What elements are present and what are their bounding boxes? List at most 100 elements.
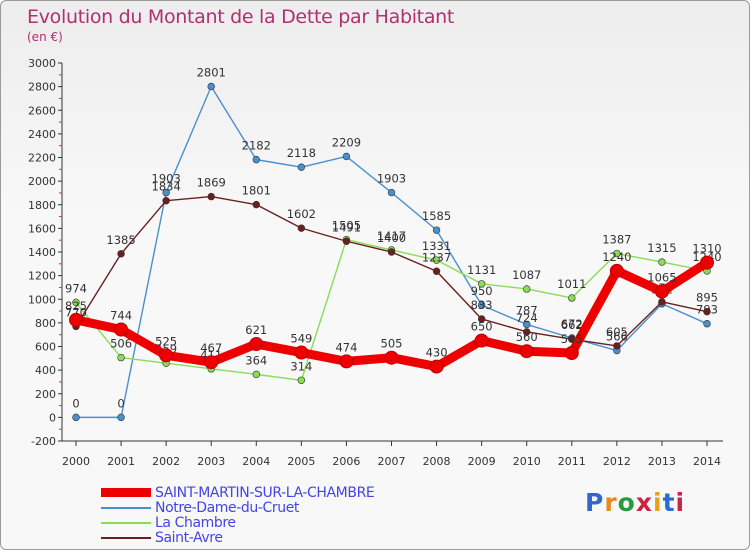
data-point [432, 267, 441, 275]
data-point [609, 263, 624, 278]
data-point [658, 298, 666, 306]
data-label: 1131 [467, 263, 496, 277]
chart-legend: SAINT-MARTIN-SUR-LA-CHAMBRE Notre-Dame-du… [101, 484, 375, 546]
legend-label: Saint-Avre [155, 529, 223, 546]
data-point [523, 285, 531, 293]
data-point [432, 256, 441, 264]
x-tick-label: 2010 [513, 455, 541, 468]
data-point [387, 248, 396, 256]
data-label: 1491 [332, 220, 361, 234]
data-label: 549 [290, 332, 312, 346]
data-point [700, 255, 714, 270]
data-point [207, 192, 215, 201]
data-point [159, 348, 174, 363]
data-point [294, 345, 309, 360]
data-label: 314 [290, 359, 312, 373]
proxiti-logo: Proxiti [585, 488, 685, 517]
data-point [703, 320, 711, 328]
data-label: 621 [245, 323, 267, 337]
data-label: 1505 [332, 219, 361, 233]
data-label: 1602 [287, 207, 316, 221]
data-point [297, 163, 306, 171]
data-label: 2801 [197, 66, 226, 80]
data-point [568, 294, 576, 302]
y-tick-label: 2800 [28, 81, 56, 94]
y-tick-label: -200 [31, 435, 56, 448]
data-label: 1400 [377, 231, 406, 245]
data-label: 1065 [647, 271, 676, 285]
data-label: 506 [110, 337, 132, 351]
y-tick-label: 3000 [28, 57, 56, 70]
data-point [519, 344, 534, 359]
data-label: 364 [245, 353, 267, 367]
y-tick-label: 1200 [28, 270, 56, 283]
data-label: 2118 [287, 146, 316, 160]
data-point [162, 197, 170, 205]
legend-label: La Chambre [155, 514, 236, 531]
x-tick-label: 2014 [693, 455, 721, 468]
data-label: 974 [65, 281, 87, 295]
data-label: 787 [516, 303, 538, 317]
legend-swatch [101, 506, 151, 509]
y-tick-label: 2400 [28, 128, 56, 141]
data-label: 525 [155, 334, 177, 348]
data-label: 2209 [332, 135, 361, 149]
data-label: 744 [110, 308, 132, 322]
logo-letter: t [662, 488, 676, 517]
data-point [252, 370, 260, 379]
data-point [117, 353, 125, 362]
legend-swatch [101, 488, 151, 497]
data-label: 467 [200, 341, 222, 355]
x-tick-label: 2005 [287, 455, 315, 468]
data-label: 724 [516, 311, 538, 325]
data-label: 950 [471, 284, 493, 298]
data-label: 1011 [557, 277, 586, 291]
legend-swatch [101, 536, 151, 539]
data-point [297, 224, 306, 232]
data-label: 430 [426, 346, 448, 360]
logo-letter: i [653, 488, 663, 517]
chart-title: Evolution du Montant de la Dette par Hab… [27, 6, 455, 28]
y-tick-label: 2200 [28, 152, 56, 165]
data-label: 833 [471, 298, 493, 312]
logo-letter: P [585, 488, 605, 517]
data-point [564, 345, 579, 360]
x-tick-label: 2011 [558, 455, 586, 468]
data-label: 1903 [152, 172, 181, 186]
data-label: 505 [381, 337, 403, 351]
data-point [384, 350, 399, 365]
data-point [432, 226, 441, 234]
x-tick-label: 2001 [107, 455, 135, 468]
legend-item: Saint-Avre [101, 529, 374, 546]
y-tick-label: 1800 [28, 199, 56, 212]
data-point [114, 322, 129, 337]
data-point [252, 200, 260, 209]
data-point [523, 320, 531, 329]
data-label: 1417 [377, 229, 406, 243]
y-tick-label: 600 [35, 341, 56, 354]
data-point [342, 237, 351, 245]
data-point [252, 155, 260, 164]
x-tick-label: 2012 [603, 455, 631, 468]
data-point [249, 337, 264, 352]
data-point [162, 188, 170, 197]
data-label: 0 [117, 396, 124, 410]
data-label: 1331 [422, 239, 451, 253]
data-point [477, 301, 486, 309]
data-point [477, 280, 486, 288]
legend-label: Notre-Dame-du-Cruet [155, 499, 300, 516]
data-label: 895 [696, 291, 718, 305]
data-point [387, 188, 396, 197]
legend-label: SAINT-MARTIN-SUR-LA-CHAMBRE [155, 484, 375, 501]
data-label: 1585 [422, 209, 451, 223]
logo-letter: x [635, 488, 653, 517]
data-point [613, 342, 621, 350]
x-tick-label: 2000 [62, 455, 90, 468]
data-label: 1903 [377, 172, 406, 186]
x-tick-label: 2013 [648, 455, 676, 468]
data-label: 1237 [422, 250, 451, 264]
y-tick-label: 1400 [28, 246, 56, 259]
data-label: 1801 [242, 184, 271, 198]
